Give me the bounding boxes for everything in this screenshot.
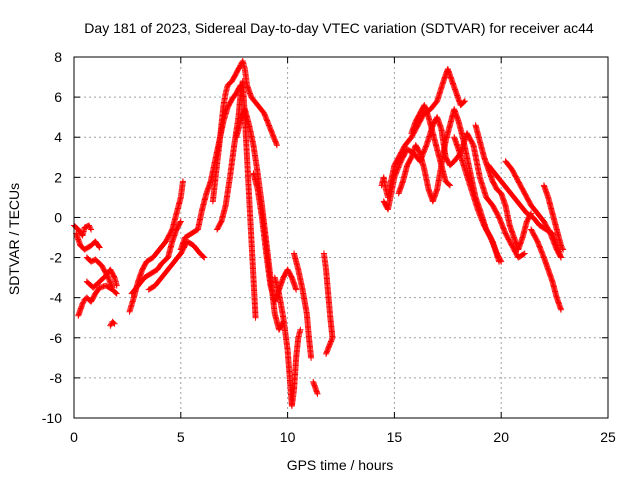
series-s15	[271, 274, 304, 409]
series-s23	[451, 134, 505, 265]
data-point	[558, 254, 565, 261]
series-s19	[378, 66, 468, 201]
data-point	[498, 258, 505, 265]
y-tick-label: 6	[54, 89, 62, 105]
data-point	[560, 246, 567, 253]
data-point	[177, 218, 184, 225]
data-point	[200, 253, 207, 260]
series-s14	[250, 170, 300, 305]
series-s11	[209, 58, 280, 205]
series-s28	[540, 182, 567, 253]
data-point	[297, 326, 304, 333]
data-point	[105, 274, 112, 281]
y-tick-label: -10	[42, 410, 62, 426]
data-point	[521, 250, 528, 257]
data-point	[79, 300, 86, 307]
x-tick-label: 25	[600, 429, 616, 445]
data-point	[107, 322, 114, 329]
grid	[74, 57, 608, 418]
x-tick-label: 0	[70, 429, 78, 445]
plot-frame	[73, 56, 609, 419]
data-point	[446, 182, 453, 189]
data-point	[95, 243, 102, 250]
data-point	[558, 243, 565, 250]
data-point	[112, 289, 119, 296]
y-tick-label: 8	[54, 49, 62, 65]
x-axis-label: GPS time / hours	[287, 457, 394, 473]
data-point	[446, 181, 453, 188]
data-point	[109, 284, 116, 291]
y-tick-label: -4	[50, 290, 63, 306]
y-tick-label: 4	[54, 129, 62, 145]
data-point	[293, 286, 300, 293]
y-tick-label: -8	[50, 370, 63, 386]
data-point	[461, 98, 468, 105]
data-point	[108, 282, 115, 289]
data-point	[273, 142, 280, 149]
series-s16	[291, 250, 315, 361]
x-tick-label: 20	[493, 429, 509, 445]
data-point	[113, 282, 120, 289]
series-s5	[83, 254, 116, 291]
y-tick-label: -2	[50, 250, 63, 266]
data-point	[323, 350, 330, 357]
data-point	[86, 223, 93, 230]
data-point	[110, 319, 117, 326]
x-tick-label: 5	[177, 429, 185, 445]
x-axis-ticks: 0 5 10 15 20 25	[70, 57, 616, 445]
x-tick-label: 10	[280, 429, 296, 445]
series-s9	[145, 238, 208, 293]
series-s6	[107, 318, 118, 329]
data-point	[96, 244, 103, 251]
data-point	[497, 257, 504, 264]
data-point	[252, 314, 259, 321]
series-s2	[73, 230, 103, 253]
y-axis-ticks: -10 -8 -6 -4 -2 0 2 4 6 8	[42, 49, 608, 426]
series-s22	[408, 102, 453, 189]
data-point	[106, 278, 113, 285]
data-point	[308, 354, 315, 361]
data-point	[85, 222, 92, 229]
data-point	[87, 225, 94, 232]
y-axis-label: SDTVAR / TECUs	[6, 183, 22, 295]
series-s7	[126, 178, 186, 315]
series-s8	[128, 218, 184, 297]
series-s27	[528, 226, 565, 313]
y-tick-label: -6	[50, 330, 63, 346]
series-s3	[75, 282, 120, 319]
data-point	[111, 320, 118, 327]
data-point	[314, 390, 321, 397]
data-point	[558, 242, 565, 249]
data-points	[71, 58, 567, 409]
data-point	[520, 251, 527, 258]
series-s24	[472, 122, 535, 253]
y-tick-label: 0	[54, 209, 62, 225]
data-point	[559, 245, 566, 252]
data-point	[105, 275, 112, 282]
data-point	[201, 254, 208, 261]
data-point	[179, 178, 186, 185]
data-point	[88, 226, 95, 233]
data-point	[108, 283, 115, 290]
series-s18	[320, 250, 336, 357]
data-point	[106, 277, 113, 284]
data-point	[113, 290, 120, 297]
data-point	[107, 280, 114, 287]
data-point	[461, 98, 468, 105]
data-point	[177, 219, 184, 226]
data-point	[557, 253, 564, 260]
y-tick-label: 2	[54, 169, 62, 185]
series-s17	[310, 378, 321, 397]
series-s26	[502, 158, 565, 261]
data-point	[80, 299, 87, 306]
data-point	[558, 306, 565, 313]
data-point	[107, 279, 114, 286]
x-tick-label: 15	[387, 429, 403, 445]
chart-title: Day 181 of 2023, Sidereal Day-to-day VTE…	[84, 20, 594, 36]
